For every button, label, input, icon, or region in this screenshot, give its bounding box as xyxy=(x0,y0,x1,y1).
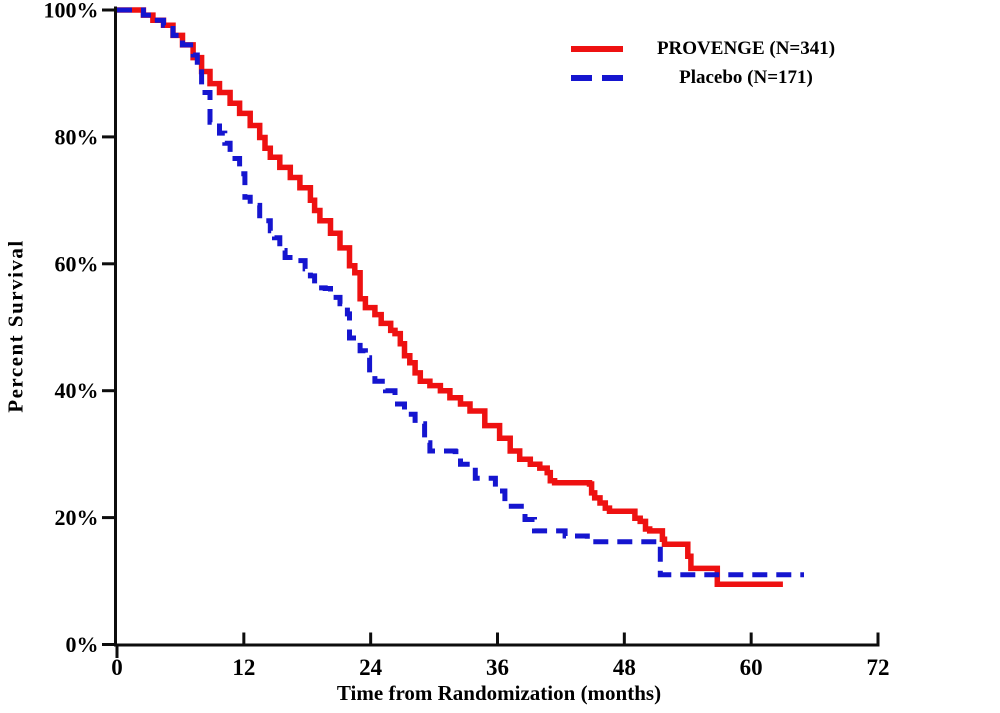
legend-label-placebo: Placebo (N=171) xyxy=(679,67,813,88)
survival-curve-placebo xyxy=(117,7,804,578)
y-tick-label: 100% xyxy=(44,0,99,23)
x-axis-title: Time from Randomization (months) xyxy=(336,681,662,705)
x-tick-label: 72 xyxy=(867,655,890,680)
y-tick-label: 20% xyxy=(55,505,99,530)
legend-item-provenge: PROVENGE (N=341) xyxy=(571,38,855,60)
legend-line-placebo-icon xyxy=(571,75,623,81)
survival-curve-provenge xyxy=(117,7,783,587)
x-tick-label: 48 xyxy=(613,655,636,680)
x-tick-label: 60 xyxy=(740,655,763,680)
x-tick-label: 0 xyxy=(111,655,123,680)
x-tick-label: 36 xyxy=(486,655,509,680)
x-tick-label: 12 xyxy=(232,655,255,680)
y-tick-label: 80% xyxy=(55,124,99,149)
legend-line-provenge-icon xyxy=(571,46,623,52)
y-tick-label: 40% xyxy=(55,378,99,403)
x-tick-label: 24 xyxy=(359,655,383,680)
legend: PROVENGE (N=341) Placebo (N=171) xyxy=(571,38,855,89)
legend-item-placebo: Placebo (N=171) xyxy=(571,67,855,89)
y-tick-label: 0% xyxy=(66,632,99,657)
y-axis-title: Percent Survival xyxy=(3,239,28,413)
legend-label-provenge: PROVENGE (N=341) xyxy=(656,38,836,59)
y-tick-label: 60% xyxy=(55,251,99,276)
